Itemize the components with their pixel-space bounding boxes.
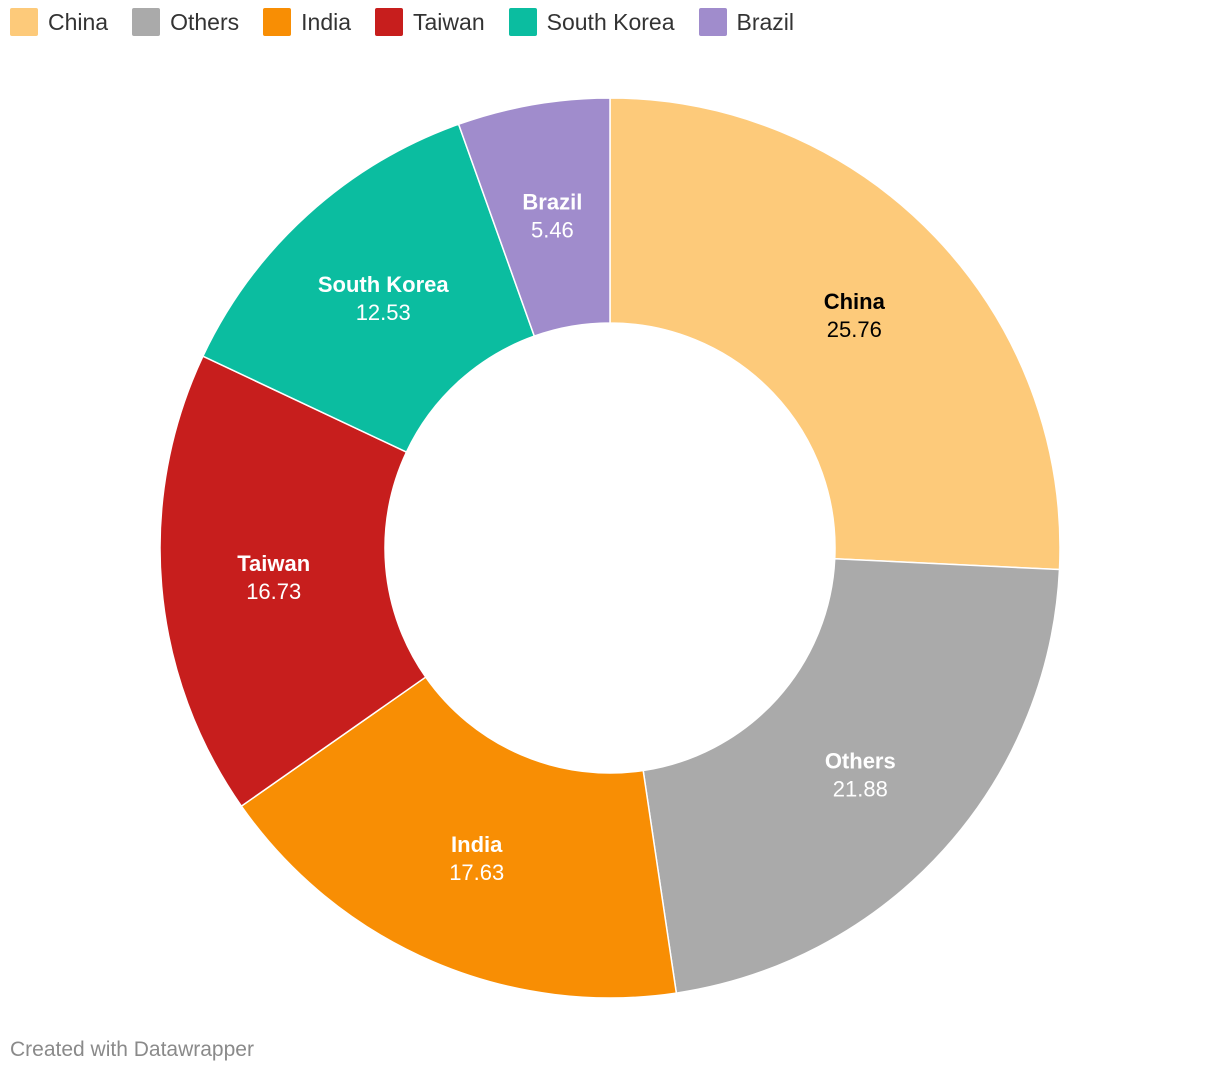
legend-label: India xyxy=(301,8,352,35)
slice-label: Taiwan xyxy=(237,551,310,576)
legend-item-taiwan: Taiwan xyxy=(375,8,485,36)
legend-item-india: India xyxy=(263,8,351,36)
slice-label: Others xyxy=(825,748,896,773)
legend-label: South Korea xyxy=(546,8,675,35)
slice-label: Brazil xyxy=(522,189,582,214)
slice-others xyxy=(642,557,1061,994)
slice-value-label: 25.76 xyxy=(827,317,882,342)
legend-swatch xyxy=(508,8,537,36)
legend-swatch xyxy=(263,8,292,36)
legend-item-south-korea: South Korea xyxy=(508,8,675,36)
legend-swatch xyxy=(10,8,38,36)
legend-item-china: China xyxy=(10,8,108,36)
legend-swatch xyxy=(375,8,404,36)
legend-label: China xyxy=(48,8,109,35)
slice-value-label: 12.53 xyxy=(356,300,411,325)
slice-value-label: 21.88 xyxy=(833,776,888,801)
legend-swatch xyxy=(132,8,161,36)
legend-label: Taiwan xyxy=(413,8,485,35)
slice-label: India xyxy=(451,832,503,857)
footer-credit: Created with Datawrapper xyxy=(10,1038,254,1061)
slice-value-label: 17.63 xyxy=(449,860,504,885)
slice-label: China xyxy=(824,289,886,314)
legend-item-others: Others xyxy=(132,8,239,36)
slice-value-label: 5.46 xyxy=(531,217,574,242)
legend-item-brazil: Brazil xyxy=(698,8,795,36)
legend-label: Brazil xyxy=(736,8,795,35)
slice-brazil xyxy=(457,97,611,338)
chart-legend: China Others India Taiwan South Korea Brazil xyxy=(10,8,818,36)
slice-south-korea xyxy=(201,123,536,454)
slice-taiwan xyxy=(159,355,427,808)
slice-india xyxy=(240,676,678,999)
slice-china xyxy=(609,97,1061,571)
legend-label: Others xyxy=(170,8,240,35)
legend-swatch xyxy=(698,8,727,36)
slice-value-label: 16.73 xyxy=(246,579,301,604)
slice-label: South Korea xyxy=(318,272,450,297)
